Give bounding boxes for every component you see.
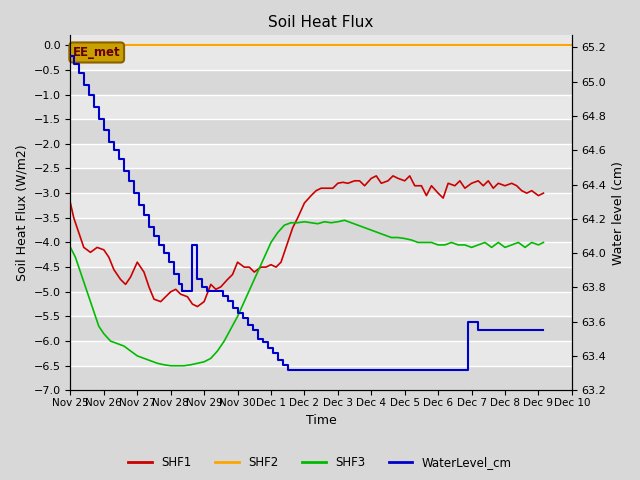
Bar <box>70 242 572 267</box>
Bar <box>70 316 572 341</box>
Title: Soil Heat Flux: Soil Heat Flux <box>268 15 374 30</box>
Y-axis label: Soil Heat Flux (W/m2): Soil Heat Flux (W/m2) <box>15 144 28 281</box>
Legend: SHF1, SHF2, SHF3, WaterLevel_cm: SHF1, SHF2, SHF3, WaterLevel_cm <box>124 452 516 474</box>
Bar <box>70 193 572 218</box>
Bar <box>70 95 572 119</box>
Text: EE_met: EE_met <box>73 46 120 59</box>
X-axis label: Time: Time <box>306 414 337 427</box>
Bar <box>70 267 572 292</box>
Bar <box>70 70 572 95</box>
Y-axis label: Water level (cm): Water level (cm) <box>612 161 625 265</box>
Bar <box>70 119 572 144</box>
Bar <box>70 292 572 316</box>
Bar <box>70 366 572 390</box>
Bar <box>70 45 572 70</box>
Bar <box>70 168 572 193</box>
Bar <box>70 341 572 366</box>
Bar <box>70 218 572 242</box>
Bar <box>70 144 572 168</box>
